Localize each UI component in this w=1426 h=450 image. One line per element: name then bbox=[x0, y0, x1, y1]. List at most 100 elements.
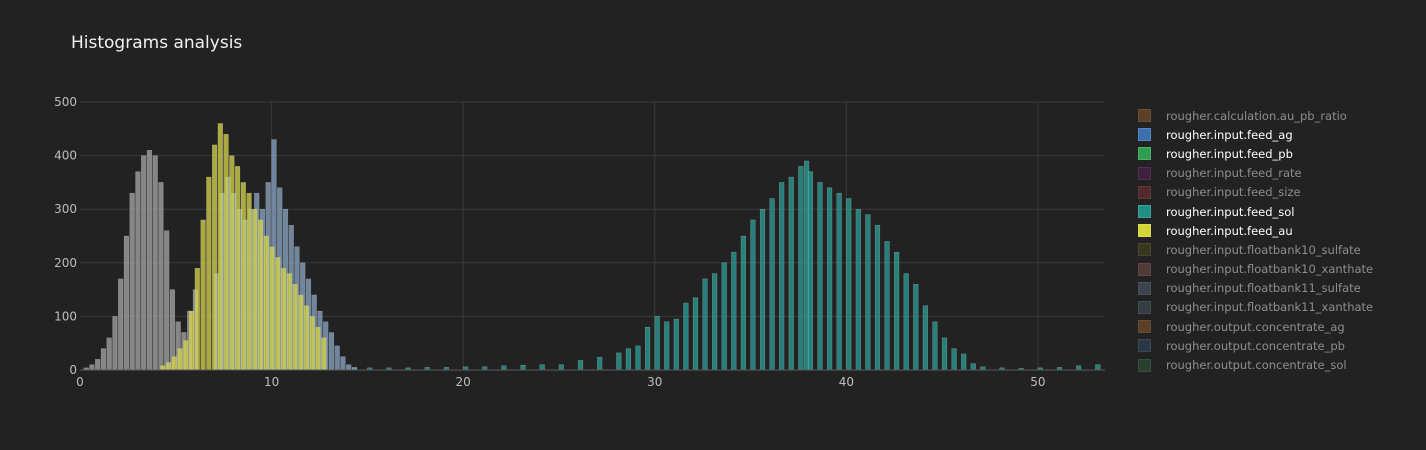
histogram-bars bbox=[83, 123, 1101, 371]
histogram-bar bbox=[106, 337, 112, 371]
axes: 0 100 200 300 400 500 0 10 20 30 40 50 bbox=[54, 95, 1105, 389]
legend-swatch bbox=[1138, 147, 1151, 161]
histogram-bar bbox=[263, 235, 269, 371]
histogram-bar bbox=[779, 182, 785, 371]
histogram-bar bbox=[894, 251, 900, 371]
legend-item[interactable]: rougher.input.floatbank11_xanthate bbox=[1138, 298, 1373, 317]
histogram-bar bbox=[158, 182, 164, 371]
histogram-bar bbox=[692, 297, 699, 371]
x-tick-label: 20 bbox=[456, 375, 471, 389]
y-tick-label: 100 bbox=[54, 309, 77, 323]
legend-swatch bbox=[1138, 243, 1151, 257]
histogram-bar bbox=[217, 123, 223, 371]
histogram-bar bbox=[1095, 364, 1101, 371]
series-rougher.input.feed_sol bbox=[351, 160, 1101, 371]
legend-label: rougher.input.feed_rate bbox=[1166, 166, 1302, 181]
histogram-bar bbox=[160, 365, 166, 371]
legend-item[interactable]: rougher.input.floatbank10_xanthate bbox=[1138, 260, 1373, 279]
legend-item[interactable]: rougher.output.concentrate_pb bbox=[1138, 336, 1373, 355]
histogram-bar bbox=[95, 359, 101, 371]
histogram-bar bbox=[788, 176, 794, 371]
histogram-bar bbox=[123, 235, 130, 371]
legend-swatch bbox=[1138, 300, 1151, 314]
histogram-bar bbox=[164, 230, 170, 371]
legend-item[interactable]: rougher.input.feed_size bbox=[1138, 183, 1373, 202]
legend-label: rougher.output.concentrate_sol bbox=[1166, 358, 1347, 373]
histogram-bar bbox=[223, 133, 229, 371]
histogram-bar bbox=[321, 337, 327, 371]
legend: rougher.calculation.au_pb_ratio rougher.i… bbox=[1138, 106, 1373, 375]
y-tick-label: 500 bbox=[54, 95, 77, 109]
legend-item[interactable]: rougher.input.floatbank10_sulfate bbox=[1138, 240, 1373, 259]
legend-item[interactable]: rougher.input.floatbank11_sulfate bbox=[1138, 279, 1373, 298]
histogram-bar bbox=[89, 364, 95, 371]
histogram-bar bbox=[280, 267, 287, 371]
histogram-bar bbox=[798, 166, 804, 371]
histogram-bar bbox=[189, 310, 195, 371]
legend-item[interactable]: rougher.calculation.au_pb_ratio bbox=[1138, 106, 1373, 125]
legend-label: rougher.output.concentrate_ag bbox=[1166, 319, 1345, 334]
histogram-bar bbox=[346, 364, 352, 371]
histogram-bar bbox=[846, 198, 852, 371]
histogram-bar bbox=[200, 219, 206, 371]
histogram-bar bbox=[211, 144, 218, 371]
legend-item[interactable]: rougher.output.concentrate_ag bbox=[1138, 317, 1373, 336]
histogram-bar bbox=[229, 155, 235, 371]
histogram-bar bbox=[913, 284, 919, 371]
histogram-bar bbox=[635, 345, 641, 371]
legend-item[interactable]: rougher.input.feed_sol bbox=[1138, 202, 1373, 221]
x-tick-label: 40 bbox=[839, 375, 854, 389]
series-rougher.input.feed_pb bbox=[83, 150, 199, 371]
histogram-bar bbox=[961, 353, 967, 371]
y-tick-label: 400 bbox=[54, 149, 77, 163]
histogram-bar bbox=[625, 348, 631, 371]
x-tick-label: 50 bbox=[1030, 375, 1045, 389]
histogram-bar bbox=[194, 267, 200, 371]
histogram-bar bbox=[334, 345, 340, 371]
legend-item[interactable]: rougher.input.feed_pb bbox=[1138, 144, 1373, 163]
histogram-bar bbox=[759, 208, 766, 371]
histogram-bar bbox=[177, 348, 183, 371]
legend-item[interactable]: rougher.input.feed_rate bbox=[1138, 164, 1373, 183]
histogram-bar bbox=[922, 305, 928, 371]
histogram-bar bbox=[166, 362, 172, 371]
legend-label: rougher.output.concentrate_pb bbox=[1166, 338, 1345, 353]
legend-item[interactable]: rougher.input.feed_ag bbox=[1138, 125, 1373, 144]
legend-swatch bbox=[1138, 185, 1151, 199]
histogram-bar bbox=[807, 171, 814, 371]
histogram-bar bbox=[654, 316, 660, 371]
histogram-bar bbox=[100, 348, 107, 371]
histogram-bar bbox=[616, 352, 622, 371]
histogram-bar bbox=[206, 176, 212, 371]
histogram-bar bbox=[740, 235, 746, 371]
legend-label: rougher.input.feed_pb bbox=[1166, 146, 1293, 161]
legend-label: rougher.input.floatbank10_sulfate bbox=[1166, 242, 1361, 257]
histogram-bar bbox=[683, 302, 689, 371]
legend-item[interactable]: rougher.output.concentrate_sol bbox=[1138, 355, 1373, 374]
histogram-bar bbox=[234, 166, 241, 371]
legend-swatch bbox=[1138, 205, 1151, 219]
histogram-bar bbox=[702, 278, 708, 371]
chart-title: Histograms analysis bbox=[71, 33, 243, 53]
histogram-bar bbox=[539, 364, 545, 371]
histogram-bar bbox=[240, 182, 246, 371]
legend-item[interactable]: rougher.input.feed_au bbox=[1138, 221, 1373, 240]
histogram-bar bbox=[874, 225, 881, 371]
histogram-bar bbox=[932, 321, 938, 371]
histogram-bar bbox=[183, 340, 189, 371]
histogram-bar bbox=[826, 187, 833, 371]
y-tick-label: 300 bbox=[54, 202, 77, 216]
histogram-bar bbox=[769, 198, 775, 371]
histogram-bar bbox=[1076, 365, 1082, 371]
histogram-bar bbox=[269, 246, 275, 371]
histogram-bar bbox=[577, 360, 584, 371]
histogram-bar bbox=[951, 348, 957, 371]
histogram-bar bbox=[884, 241, 890, 371]
legend-label: rougher.input.floatbank11_xanthate bbox=[1166, 300, 1374, 315]
histogram-bar bbox=[141, 155, 147, 371]
histogram-bar bbox=[817, 182, 823, 371]
legend-swatch bbox=[1138, 166, 1151, 180]
legend-label: rougher.input.feed_au bbox=[1166, 223, 1293, 238]
histogram-bar bbox=[558, 364, 564, 371]
